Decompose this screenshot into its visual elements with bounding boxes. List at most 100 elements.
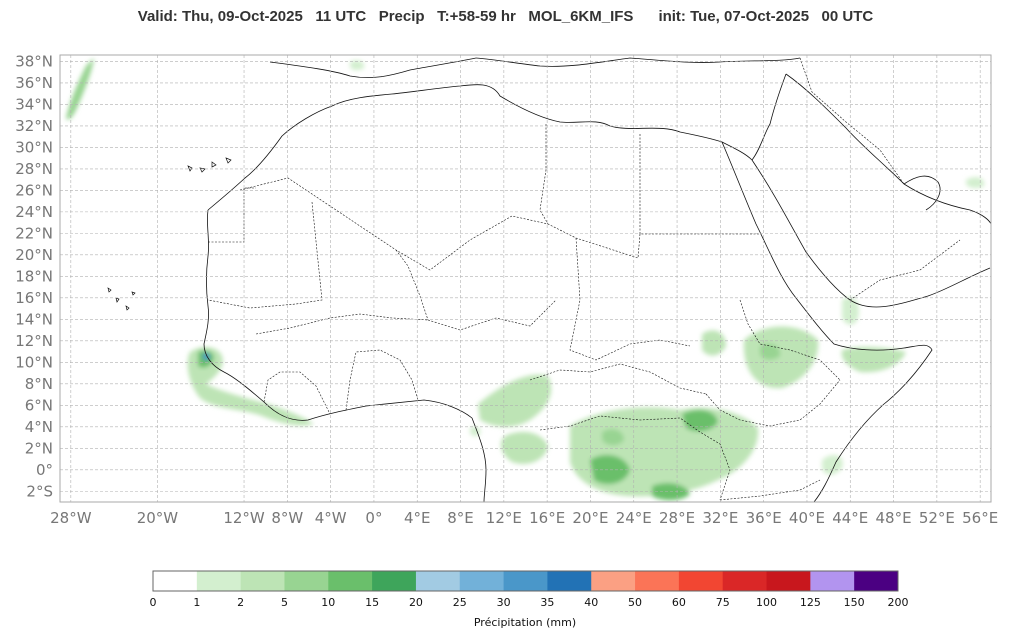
persian-gulf [903, 175, 941, 211]
colorbar-box [459, 571, 505, 591]
colorbar-tick-label: 75 [716, 596, 730, 609]
colorbar-box [196, 571, 242, 591]
lat-tick-label: 4°N [25, 418, 53, 436]
colorbar-box [328, 571, 373, 591]
border-sahel-south [255, 313, 429, 335]
lon-tick-label: 28°W [50, 509, 92, 527]
lon-tick-label: 20°E [572, 509, 608, 527]
lon-tick-label: 8°E [447, 509, 474, 527]
border-drc [539, 415, 731, 501]
lat-tick-label: 34°N [15, 95, 53, 113]
border-tanzania [719, 479, 821, 501]
precip-ethiopia [743, 326, 819, 389]
variable-name: Precip [378, 8, 425, 25]
lat-tick-label: 22°N [15, 224, 53, 242]
border-chad-sudan [569, 237, 691, 361]
colorbar-tick-label: 15 [365, 596, 379, 609]
lat-tick-label: 32°N [15, 117, 53, 135]
map-title: Valid: Thu, 09-Oct-2025 11 UTC Precip T:… [0, 8, 1011, 25]
border-libya-egypt [539, 124, 641, 234]
colorbar-box [153, 571, 198, 591]
lon-tick-label: 44°E [832, 509, 868, 527]
arabian-coastline [785, 73, 991, 308]
lon-tick-label: 12°W [223, 509, 265, 527]
colorbar-box [547, 571, 592, 591]
colorbar-box [372, 571, 417, 591]
colorbar-tick-label: 25 [453, 596, 467, 609]
colorbar-box [503, 571, 548, 591]
lon-tick-label: 16°E [529, 509, 565, 527]
colorbar-tick-label: 35 [540, 596, 554, 609]
canary-islands [107, 157, 232, 311]
valid-hour: 11 UTC [315, 8, 367, 25]
lead-time: T:+58-59 hr [437, 8, 516, 25]
precip-nigeria-cameroon [478, 374, 552, 427]
lat-tick-label: 10°N [15, 353, 53, 371]
colorbar-tick-label: 10 [321, 596, 335, 609]
colorbar-label: Précipitation (mm) [474, 616, 576, 629]
precip-mediterranean [350, 60, 365, 71]
init-date: init: Tue, 07-Oct-2025 [658, 8, 810, 25]
lat-tick-label: 24°N [15, 203, 53, 221]
iberia-coastline [269, 57, 477, 78]
lon-tick-label: 52°E [919, 509, 955, 527]
lon-tick-label: 28°E [659, 509, 695, 527]
lat-tick-label: 2°N [25, 439, 53, 457]
colorbar-box [415, 571, 461, 591]
precip-gulf-aden [841, 346, 906, 373]
precip-sudan [702, 330, 726, 356]
lon-tick-label: 4°E [404, 509, 431, 527]
precip-cameroon-south [500, 431, 548, 465]
valid-date: Valid: Thu, 09-Oct-2025 [137, 8, 303, 25]
lon-tick-label: 4°W [315, 509, 347, 527]
map-frame [59, 54, 992, 503]
map-background [60, 55, 991, 502]
colorbar-tick-label: 20 [409, 596, 423, 609]
lat-tick-label: 38°N [15, 52, 53, 70]
lat-tick-label: 2°S [26, 482, 53, 500]
colorbar-tick-label: 40 [584, 596, 598, 609]
colorbar-box [678, 571, 724, 591]
border-algeria [395, 249, 429, 321]
lat-tick-label: 14°N [15, 310, 53, 328]
colorbar-box [284, 571, 329, 591]
colorbar-tick-label: 200 [888, 596, 909, 609]
colorbar-tick-label: 100 [756, 596, 777, 609]
lon-tick-label: 0° [365, 509, 382, 527]
colorbar-box [854, 571, 899, 591]
lat-tick-label: 18°N [15, 267, 53, 285]
colorbar-tick-label: 150 [844, 596, 865, 609]
lon-tick-label: 24°E [616, 509, 652, 527]
colorbar-tick-label: 5 [281, 596, 288, 609]
init-hour: 00 UTC [821, 8, 874, 25]
border-ethiopia [739, 299, 841, 381]
lat-tick-label: 12°N [15, 332, 53, 350]
lon-tick-label: 48°E [876, 509, 912, 527]
lat-tick-label: 36°N [15, 74, 53, 92]
colorbar-box [591, 571, 636, 591]
colorbar-ticks: 0 1 2 5 10 15 20 25 30 35 40 50 60 75 100 125 150 200 [150, 596, 909, 609]
lat-tick-label: 20°N [15, 246, 53, 264]
lat-tick-label: 0° [36, 461, 53, 479]
lon-tick-label: 36°E [746, 509, 782, 527]
colorbar-frame [152, 570, 899, 592]
colorbar-tick-label: 1 [193, 596, 200, 609]
border-niger-nigeria [427, 299, 557, 331]
lat-tick-label: 16°N [15, 289, 53, 307]
latitude-labels: 38°N 36°N 34°N 32°N 30°N 28°N 26°N 24°N 22°N 20°N… [15, 52, 53, 500]
colorbar-boxes [153, 571, 899, 591]
precip-ethiopia-core [760, 343, 781, 360]
precip-central-core-d [602, 429, 624, 446]
lat-tick-label: 8°N [25, 375, 53, 393]
lon-tick-label: 8°W [271, 509, 303, 527]
colorbar-tick-label: 30 [497, 596, 511, 609]
sinai-redsea-coast [721, 73, 851, 301]
lon-tick-label: 40°E [789, 509, 825, 527]
lon-tick-label: 20°W [137, 509, 179, 527]
precip-gulf-oman [966, 177, 985, 189]
colorbar-box [722, 571, 768, 591]
model-name: MOL_6KM_IFS [528, 8, 634, 25]
colorbar-box [766, 571, 811, 591]
